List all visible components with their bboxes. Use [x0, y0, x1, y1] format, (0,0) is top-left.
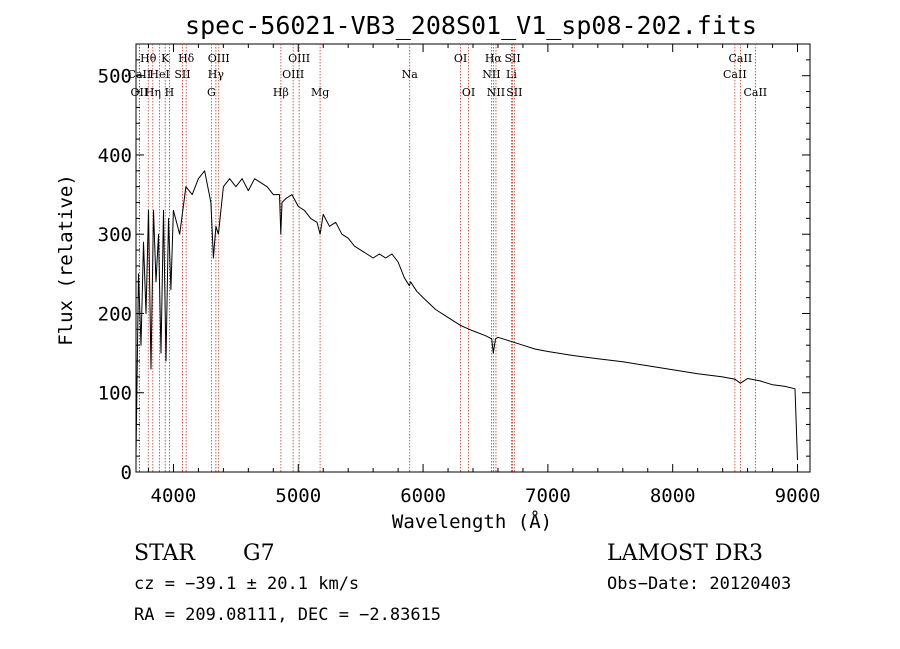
spectral-line-label: SII [506, 86, 522, 99]
x-axis-label: Wavelength (Å) [392, 510, 552, 533]
spectral-line-labels: Hθ OII CaII Hη HeI K H Hδ SII OIII Hγ G Hβ OIII OIII Mg… [128, 52, 768, 99]
y-tick-label: 300 [98, 224, 132, 246]
y-tick-label: 0 [121, 462, 132, 484]
spectral-line-label: OIII [208, 52, 230, 65]
chart-title: spec-56021-VB3_208S01_V1_sp08-202.fits [185, 11, 757, 40]
sky-coordinates: RA = 209.08111, DEC = −2.83615 [134, 605, 441, 625]
spectral-line-label: OI [454, 52, 467, 65]
spectral-line-label: CaII [743, 86, 767, 99]
spectrum-line [135, 170, 798, 461]
x-tick-label: 5000 [275, 485, 321, 507]
spectral-line-label: OIII [288, 52, 310, 65]
spectral-line-label: SII [504, 52, 520, 65]
x-tick-label: 9000 [775, 485, 821, 507]
x-tick-label: 7000 [525, 485, 571, 507]
y-tick-label: 400 [98, 145, 132, 167]
spectral-line-label: OI [462, 86, 475, 99]
redshift-cz: cz = −39.1 ± 20.1 km/s [134, 574, 359, 594]
spectral-line-label: Mg [311, 86, 329, 99]
spectral-line-label: NII [482, 68, 500, 81]
spectral-line-label: Hγ [208, 68, 225, 81]
y-tick-label: 200 [98, 303, 132, 325]
spectral-line-label: OIII [282, 68, 304, 81]
x-tick-label: 4000 [151, 485, 197, 507]
spectral-line-label: NII [487, 86, 505, 99]
x-tick-label: 8000 [650, 485, 696, 507]
plot-frame [135, 43, 811, 473]
spectral-line-label: SII [174, 68, 190, 81]
spectral-line-label: Hθ [140, 52, 157, 65]
y-tick-label: 100 [98, 383, 132, 405]
axis-ticks: 4000 5000 6000 7000 8000 9000 0 100 200 300 400 500 [98, 44, 821, 507]
series-layer [135, 170, 798, 461]
spectral-line-label: H [165, 86, 175, 99]
x-tick-label: 6000 [400, 485, 446, 507]
spectral-line-label: K [161, 52, 170, 65]
spectral-line-label: G [207, 86, 216, 99]
object-subclass: G7 [243, 541, 275, 566]
spectral-line-label: CaII [723, 68, 747, 81]
spectral-line-label: Li [506, 68, 517, 81]
spectral-line-label: Hδ [178, 52, 195, 65]
spectral-line-label: Na [402, 68, 419, 81]
spectral-line-label: CaII [128, 68, 152, 81]
y-axis-label: Flux (relative) [55, 174, 77, 346]
spectral-line-label: OII [131, 86, 149, 99]
survey-name: LAMOST DR3 [607, 541, 763, 566]
spectral-lines-layer [138, 44, 756, 472]
spectral-line-label: CaII [729, 52, 753, 65]
spectral-line-label: HeI [149, 68, 169, 81]
spectral-line-label: Hβ [273, 86, 289, 99]
observation-date: Obs−Date: 20120403 [607, 574, 791, 594]
spectral-line-label: Hα [485, 52, 503, 65]
object-class: STAR [134, 541, 196, 566]
spectral-line-label: Hη [145, 86, 161, 99]
y-tick-label: 500 [98, 66, 132, 88]
